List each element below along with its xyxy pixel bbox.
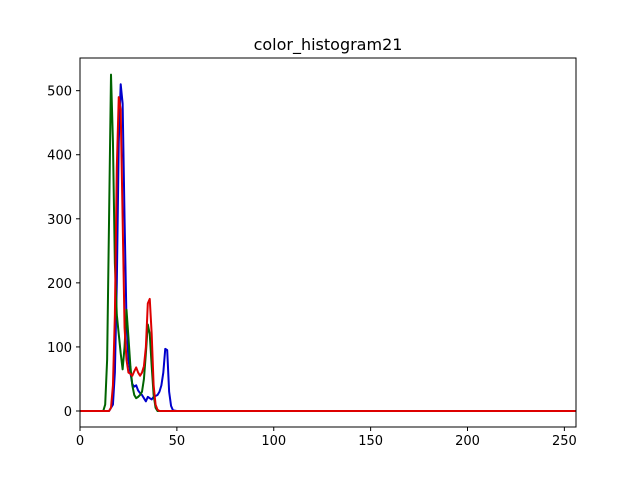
x-tick-label-2: 100 bbox=[261, 434, 286, 449]
series-line-1 bbox=[80, 73, 576, 412]
axes-layer: 0 50 100 150 200 250 0 100 200 300 400 500 bbox=[47, 57, 577, 449]
x-tick-label-4: 200 bbox=[455, 434, 480, 449]
x-tick-label-0: 0 bbox=[76, 434, 84, 449]
x-tick-label-1: 50 bbox=[169, 434, 186, 449]
y-tick-label-5: 500 bbox=[47, 85, 72, 100]
y-tick-label-3: 300 bbox=[47, 213, 72, 228]
y-tick-label-0: 0 bbox=[64, 405, 72, 420]
x-tick-label-3: 150 bbox=[358, 434, 383, 449]
series-line-2 bbox=[80, 96, 576, 412]
y-tick-label-1: 100 bbox=[47, 341, 72, 356]
series-layer bbox=[80, 73, 576, 412]
y-tick-label-2: 200 bbox=[47, 277, 72, 292]
y-tick-label-4: 400 bbox=[47, 149, 72, 164]
x-tick-label-5: 250 bbox=[552, 434, 577, 449]
chart-title: color_histogram21 bbox=[254, 35, 403, 55]
plot-frame bbox=[79, 57, 577, 428]
